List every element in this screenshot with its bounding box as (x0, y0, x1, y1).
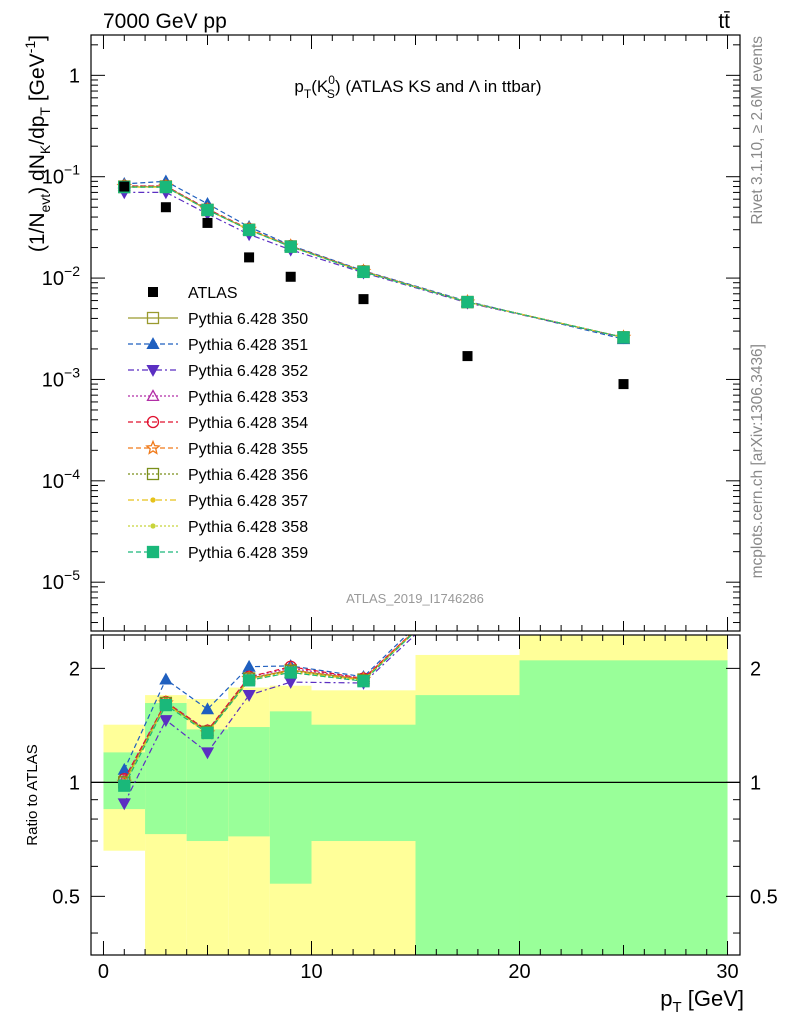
ratio-y-tick-label-right: 2 (750, 658, 761, 680)
y-tick-label: 10−3 (42, 364, 80, 391)
x-tick-label: 10 (300, 961, 322, 983)
ratio-y-axis-label: Ratio to ATLAS (24, 744, 41, 845)
process-label: tt̄ (718, 10, 730, 33)
legend-marker (146, 337, 160, 350)
legend-label: Pythia 6.428 357 (188, 493, 308, 510)
legend-label: Pythia 6.428 355 (188, 441, 308, 458)
ratio-point (284, 666, 297, 679)
legend-label: Pythia 6.428 356 (188, 467, 308, 484)
legend-label: Pythia 6.428 358 (188, 519, 308, 536)
main-y-axis-label: (1/Nevt) dNK/dpT [GeV-1] (22, 35, 53, 252)
legend-marker (150, 523, 156, 529)
legend-label: Pythia 6.428 359 (188, 545, 308, 562)
x-axis-label: pT [GeV] (660, 986, 744, 1016)
mc-point (159, 180, 173, 194)
ratio-y-tick-label-left: 2 (69, 658, 80, 680)
mc-point (242, 223, 256, 237)
y-tick-label: 10−1 (42, 162, 80, 189)
ratio-y-tick-label-right: 1 (750, 772, 761, 794)
ratio-point (159, 698, 173, 712)
ratio-y-tick-label-right: 0.5 (750, 886, 778, 908)
mc-point (357, 265, 370, 279)
legend-marker (146, 311, 160, 325)
legend: ATLAS Pythia 6.428 350 Pythia 6.428 351 Pyt… (128, 285, 308, 562)
ratio-mc-curves (116, 635, 416, 811)
main-panel: 1 10−1 10−2 10−3 10−4 10−5 pT(K0 S) (ATLAS KS … (22, 34, 741, 632)
x-tick-label: 0 (98, 961, 109, 983)
ratio-point (118, 779, 131, 792)
inner-band (186, 729, 229, 842)
main-mc-curves (116, 174, 632, 345)
legend-marker (146, 415, 160, 429)
ratio-point (117, 798, 131, 811)
atlas-data-point (285, 271, 296, 282)
y-tick-label: 1 (69, 65, 80, 87)
legend-marker (146, 545, 160, 559)
legend-marker (146, 389, 160, 402)
inner-band (269, 711, 312, 884)
atlas-data-point (244, 252, 255, 263)
mc-curve-352 (124, 191, 624, 338)
legend-label: Pythia 6.428 351 (188, 337, 308, 354)
inner-band (228, 727, 270, 837)
main-title: pT(K0 S) (ATLAS KS and Λ in ttbar) (294, 73, 541, 101)
mc-curve-351 (124, 180, 624, 340)
legend-marker (150, 497, 156, 503)
analysis-label: ATLAS_2019_I1746286 (346, 591, 484, 606)
main-frame (90, 34, 741, 632)
legend-label: Pythia 6.428 354 (188, 415, 308, 432)
atlas-data-point (202, 217, 213, 228)
x-tick-label: 20 (508, 961, 530, 983)
ratio-point (242, 690, 256, 702)
atlas-data-point (462, 351, 473, 362)
legend-marker (146, 364, 160, 377)
ratio-point (200, 747, 215, 760)
atlas-data-point (618, 379, 629, 390)
x-tick-label: 30 (716, 961, 738, 983)
ratio-panel: 0.5 0.51 12 20 10 20 30 Ratio to ATLAS pT [GeV… (24, 634, 778, 1016)
ratio-point (357, 675, 370, 688)
ratio-point (159, 715, 173, 727)
y-tick-label: 10−4 (42, 466, 80, 493)
legend-atlas-marker (148, 287, 158, 297)
ratio-y-tick-label-left: 0.5 (52, 886, 80, 908)
ratio-uncertainty-bands (91, 635, 740, 955)
mc-point (461, 295, 474, 309)
mc-curve-359 (124, 186, 624, 338)
ratio-y-tick-label-left: 1 (69, 772, 80, 794)
ratio-point (159, 672, 173, 685)
main-axis-ticks: 1 10−1 10−2 10−3 10−4 10−5 (42, 35, 740, 631)
atlas-data-point (119, 181, 130, 192)
atlas-data-point (160, 202, 171, 213)
mcplots-label: mcplots.cern.ch [arXiv:1306.3436] (749, 344, 766, 578)
y-tick-label: 10−2 (42, 263, 80, 290)
mc-point (617, 331, 630, 344)
mc-point (201, 203, 214, 217)
inner-band (415, 695, 520, 955)
legend-marker (146, 467, 160, 481)
legend-label: Pythia 6.428 352 (188, 363, 308, 380)
inner-band (519, 660, 728, 955)
y-tick-label: 10−5 (42, 567, 80, 594)
ratio-axis-ticks: 0.5 0.51 12 20 10 20 30 (52, 635, 778, 983)
ratio-point (242, 674, 256, 687)
legend-atlas-label: ATLAS (188, 285, 238, 302)
atlas-data-point (358, 294, 369, 305)
energy-label: 7000 GeV pp (103, 10, 227, 33)
legend-marker (145, 439, 161, 455)
legend-label: Pythia 6.428 353 (188, 389, 308, 406)
ratio-point (201, 726, 214, 740)
main-data-points (119, 181, 629, 390)
ratio-point (200, 702, 215, 715)
legend-label: Pythia 6.428 350 (188, 311, 308, 328)
rivet-version-label: Rivet 3.1.10, ≥ 2.6M events (749, 36, 766, 225)
ratio-point (242, 659, 256, 672)
mc-point (284, 240, 297, 253)
